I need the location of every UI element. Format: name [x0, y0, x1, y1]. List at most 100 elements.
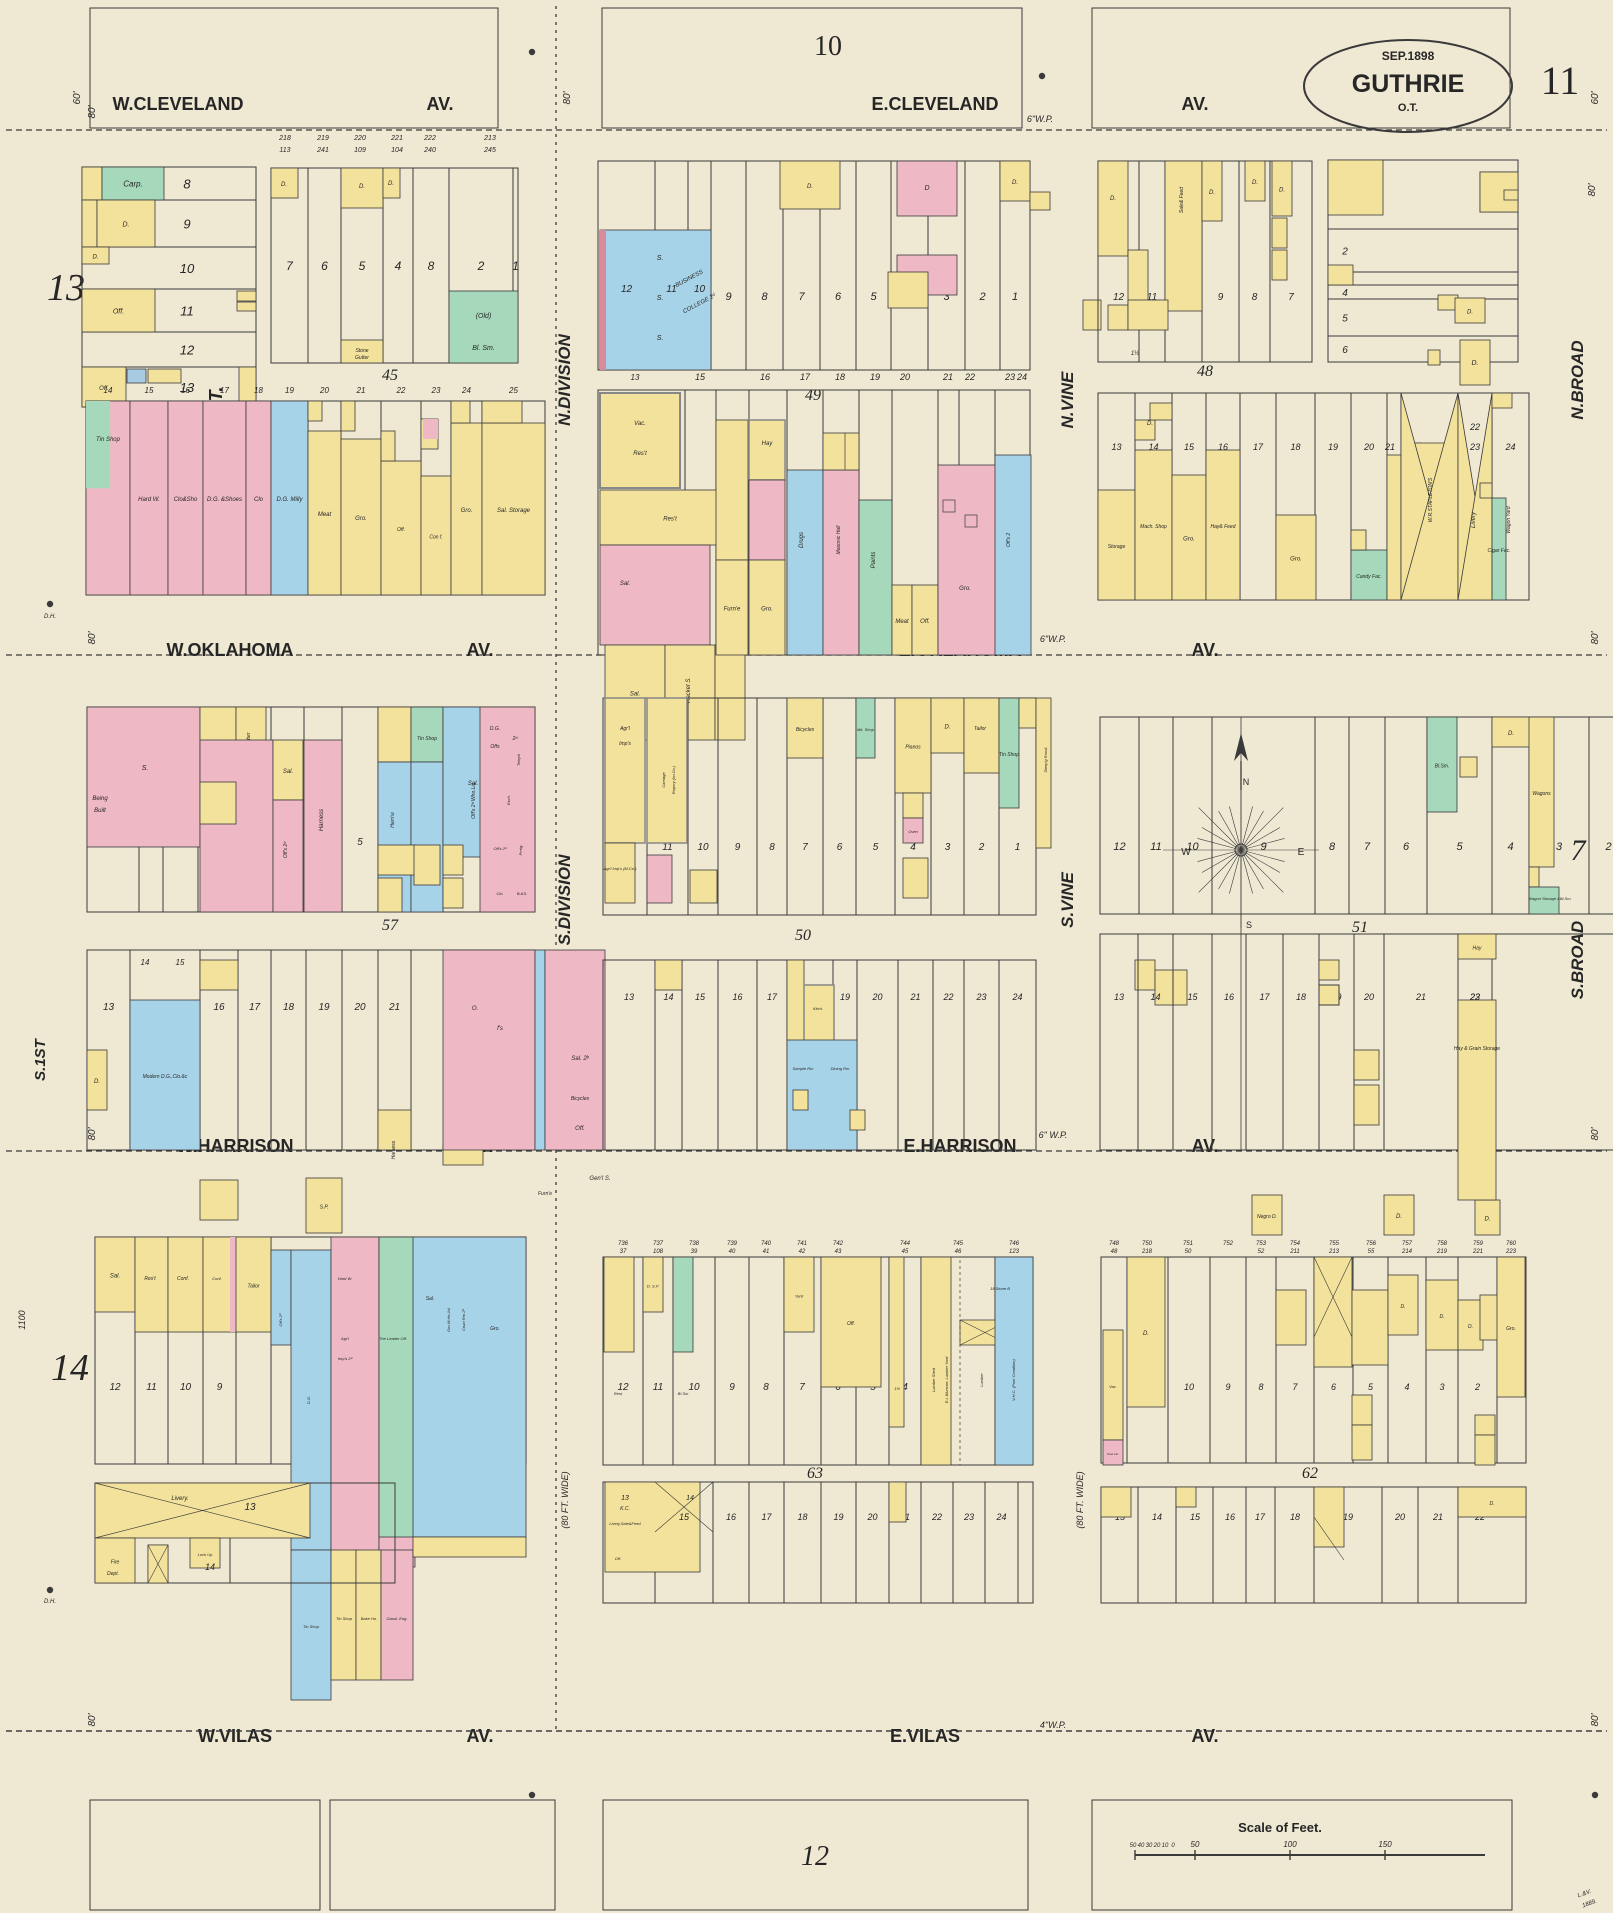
svg-text:10: 10 [1162, 1843, 1169, 1849]
svg-text:Yard: Yard [795, 1294, 804, 1299]
svg-text:2: 2 [978, 291, 985, 303]
svg-text:16: 16 [213, 1002, 225, 1013]
svg-text:8: 8 [1329, 841, 1336, 853]
svg-text:13: 13 [621, 1495, 629, 1502]
svg-text:Lumber: Lumber [979, 1373, 984, 1387]
svg-text:8: 8 [763, 1382, 769, 1393]
svg-text:Sal.: Sal. [620, 581, 630, 587]
svg-text:18: 18 [797, 1512, 807, 1522]
svg-text:742: 742 [833, 1241, 844, 1247]
svg-text:Gro.: Gro. [461, 508, 473, 514]
svg-text:D.: D. [281, 182, 287, 188]
svg-text:D: D [924, 185, 929, 192]
svg-text:37: 37 [620, 1249, 627, 1255]
svg-text:14: 14 [686, 1495, 694, 1502]
svg-text:14: 14 [663, 992, 673, 1002]
svg-text:755: 755 [1329, 1241, 1340, 1247]
svg-text:754: 754 [1290, 1241, 1301, 1247]
svg-text:Off.: Off. [575, 1126, 585, 1132]
svg-text:6"W.P.: 6"W.P. [1040, 634, 1066, 644]
svg-text:5: 5 [1456, 841, 1463, 853]
svg-text:Sal. Storage: Sal. Storage [497, 508, 531, 514]
svg-text:SEP.1898: SEP.1898 [1382, 49, 1435, 63]
svg-text:23: 23 [1004, 372, 1015, 382]
svg-text:N: N [1243, 777, 1250, 787]
svg-text:Built: Built [94, 808, 106, 814]
svg-text:Hay: Hay [1473, 946, 1482, 952]
svg-text:25: 25 [508, 386, 518, 395]
svg-text:213: 213 [483, 135, 496, 142]
svg-text:3: 3 [1556, 841, 1563, 853]
svg-text:759: 759 [1473, 1241, 1484, 1247]
svg-text:E.L.Bluncoe, Lumber Yard: E.L.Bluncoe, Lumber Yard [944, 1356, 949, 1403]
svg-text:20: 20 [319, 386, 329, 395]
svg-text:746: 746 [1009, 1241, 1020, 1247]
svg-text:21: 21 [1415, 992, 1426, 1002]
svg-text:Tin Shop: Tin Shop [336, 1616, 353, 1621]
svg-text:Clo&Sho: Clo&Sho [174, 497, 198, 503]
svg-text:40: 40 [729, 1249, 736, 1255]
svg-text:1: 1 [1015, 842, 1021, 853]
svg-text:S.: S. [657, 335, 664, 342]
svg-text:737: 737 [653, 1241, 664, 1247]
svg-text:6: 6 [837, 842, 843, 853]
svg-text:63: 63 [807, 1465, 823, 1482]
svg-text:Off.: Off. [113, 309, 124, 316]
svg-text:9: 9 [217, 1382, 223, 1393]
svg-text:221: 221 [390, 135, 403, 142]
svg-text:10: 10 [694, 284, 706, 295]
svg-text:D.H.: D.H. [44, 1599, 56, 1605]
svg-text:7: 7 [798, 291, 805, 303]
svg-text:223: 223 [1505, 1249, 1517, 1255]
svg-text:20: 20 [1363, 442, 1374, 452]
svg-text:Fire: Fire [111, 1560, 120, 1566]
svg-text:Rest: Rest [614, 1391, 623, 1396]
svg-text:8: 8 [428, 259, 435, 273]
svg-text:(80 FT. WIDE): (80 FT. WIDE) [1075, 1471, 1085, 1528]
svg-text:240: 240 [423, 147, 436, 154]
svg-text:1: 1 [512, 259, 519, 273]
svg-text:Livery: Livery [1471, 511, 1477, 528]
svg-text:12: 12 [801, 1841, 829, 1872]
svg-text:17: 17 [249, 1002, 261, 1013]
svg-text:741: 741 [797, 1241, 807, 1247]
svg-text:Gro.W.Ho.1st: Gro.W.Ho.1st [446, 1307, 451, 1332]
svg-text:10: 10 [814, 31, 842, 62]
svg-text:2ᵈ: 2ᵈ [512, 736, 519, 742]
svg-text:24: 24 [461, 386, 471, 395]
svg-text:Hard W.: Hard W. [338, 1276, 353, 1281]
svg-text:S.VINE: S.VINE [1058, 871, 1077, 927]
svg-text:19: 19 [870, 372, 880, 382]
svg-text:Agr'l: Agr'l [340, 1336, 349, 1341]
svg-text:D.G. Milly: D.G. Milly [277, 497, 304, 503]
svg-text:4: 4 [395, 259, 402, 273]
svg-text:E.VILAS: E.VILAS [890, 1726, 960, 1746]
svg-text:751: 751 [1183, 1241, 1193, 1247]
svg-text:D.: D. [1396, 1214, 1402, 1220]
svg-text:18: 18 [1296, 992, 1306, 1002]
svg-text:14: 14 [104, 386, 113, 395]
svg-text:100: 100 [1283, 1840, 1297, 1849]
svg-text:D.: D. [1209, 190, 1215, 196]
svg-text:Wagons: Wagons [1532, 791, 1551, 797]
svg-text:13: 13 [1114, 992, 1124, 1002]
svg-text:D.: D. [93, 255, 99, 261]
svg-text:17: 17 [1253, 442, 1264, 452]
svg-text:6: 6 [835, 291, 842, 303]
svg-text:123: 123 [1009, 1249, 1020, 1255]
svg-text:Tin Shop: Tin Shop [999, 752, 1019, 758]
svg-text:1½: 1½ [894, 1386, 900, 1391]
svg-text:14: 14 [51, 1347, 89, 1389]
svg-text:15: 15 [1187, 992, 1198, 1002]
svg-text:21: 21 [1384, 442, 1395, 452]
svg-text:D.: D. [1490, 1501, 1495, 1507]
svg-text:Conf.: Conf. [177, 1276, 189, 1282]
svg-text:21: 21 [388, 1002, 400, 1013]
svg-text:Storage: Storage [1108, 544, 1126, 550]
svg-text:750: 750 [1142, 1241, 1153, 1247]
svg-text:18: 18 [283, 1002, 295, 1013]
svg-text:50: 50 [1191, 1840, 1200, 1849]
svg-text:42: 42 [799, 1249, 806, 1255]
svg-text:48: 48 [1111, 1249, 1118, 1255]
svg-text:AV.: AV. [1191, 1136, 1218, 1156]
